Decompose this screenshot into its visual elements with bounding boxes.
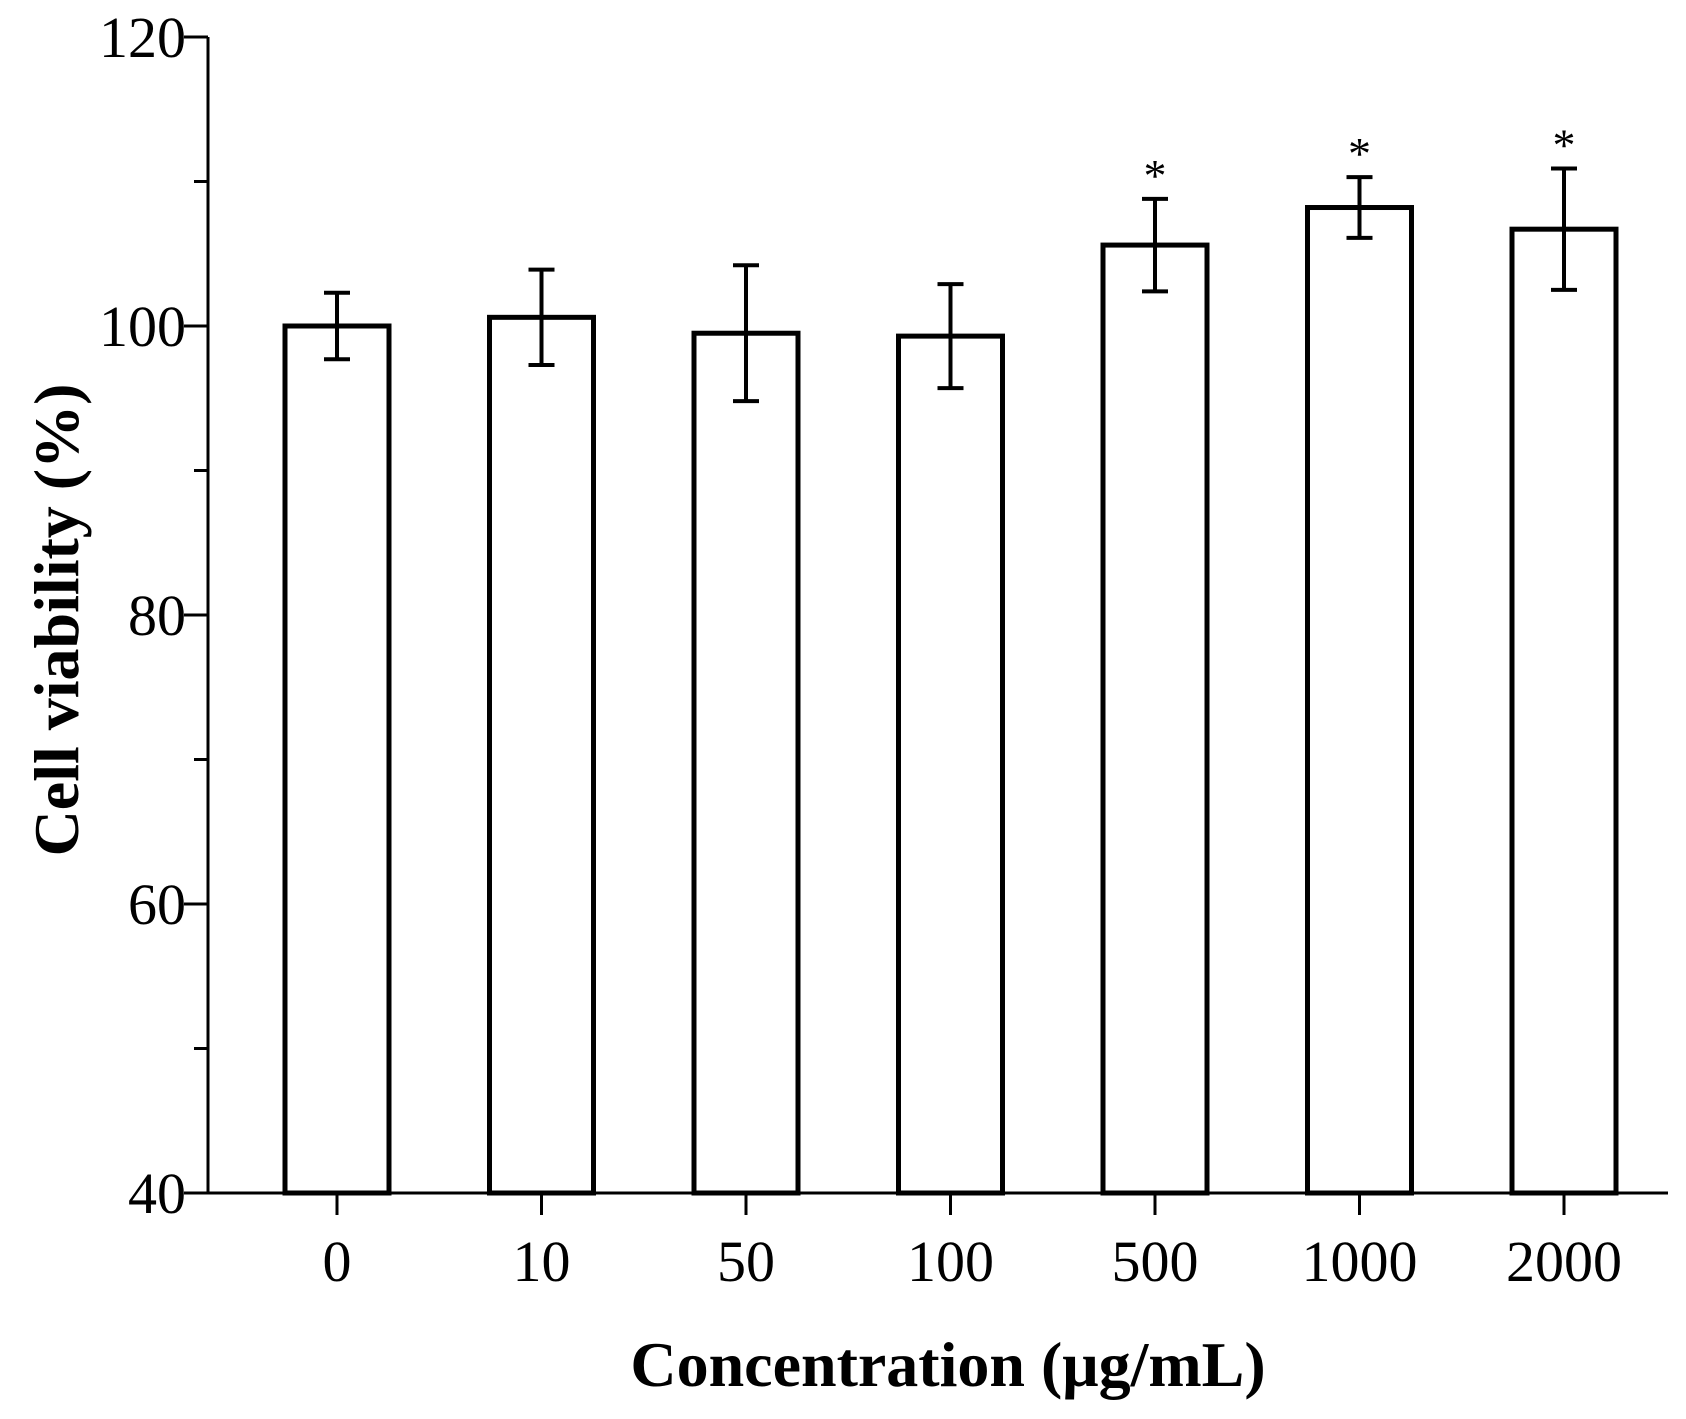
bar-100 — [896, 333, 1005, 1196]
bar-500 — [1100, 242, 1210, 1196]
error-bar-10 — [528, 267, 555, 368]
bar-50 — [691, 330, 801, 1196]
significance-marker-2000: * — [1553, 119, 1576, 170]
x-axis-title: Concentration (μg/mL) — [630, 1329, 1265, 1400]
y-tick-label: 40 — [128, 1161, 186, 1226]
error-bar-500 — [1142, 196, 1168, 294]
x-tick-label: 50 — [717, 1229, 775, 1294]
error-bar-1000 — [1346, 175, 1373, 240]
y-tick-label: 120 — [99, 5, 186, 70]
x-tick-label: 0 — [323, 1229, 352, 1294]
x-tick-label: 1000 — [1302, 1229, 1418, 1294]
error-bar-50 — [733, 263, 759, 404]
x-tick-label: 500 — [1112, 1229, 1199, 1294]
x-tick-label: 100 — [907, 1229, 994, 1294]
error-bar-2000 — [1551, 166, 1577, 292]
error-bar-100 — [937, 282, 964, 391]
y-tick-label: 80 — [128, 583, 186, 648]
bar-10 — [487, 314, 596, 1196]
y-ticks: 40 60 80 100 120 — [99, 5, 208, 1226]
bar-0 — [282, 323, 392, 1196]
x-ticks: 0 10 50 100 500 1000 2000 — [323, 1193, 1622, 1294]
bar-2000 — [1509, 226, 1619, 1196]
y-tick-label: 100 — [99, 294, 186, 359]
significance-marker-500: * — [1144, 150, 1167, 201]
errorbars-layer — [324, 166, 1577, 404]
significance-layer: * * * — [1144, 119, 1576, 200]
y-axis-title: Cell viability (%) — [21, 384, 92, 857]
bar-1000 — [1305, 205, 1414, 1196]
significance-marker-1000: * — [1348, 128, 1371, 179]
x-tick-label: 10 — [513, 1229, 571, 1294]
error-bar-0 — [324, 290, 350, 362]
y-tick-label: 60 — [128, 872, 186, 937]
x-tick-label: 2000 — [1506, 1229, 1622, 1294]
